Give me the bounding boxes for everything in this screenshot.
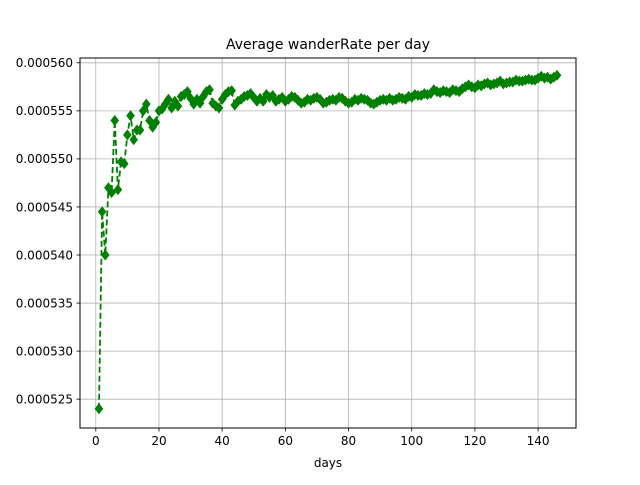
data-point	[123, 129, 132, 141]
data-point	[119, 158, 129, 170]
y-tick-label: 0.000550	[16, 152, 73, 166]
y-tick-label: 0.000555	[16, 104, 73, 118]
x-axis-label: days	[314, 456, 342, 470]
axis-ticks: 0 20 40 60 80 100 120 140 0.000525 0.000530 0.0005…	[16, 56, 550, 448]
data-point	[97, 206, 107, 218]
x-tick-label: 120	[463, 434, 486, 448]
x-tick-label: 20	[151, 434, 166, 448]
data-point	[110, 114, 120, 127]
data-point	[151, 116, 161, 128]
y-tick-label: 0.000560	[16, 56, 73, 70]
plot-frame	[79, 57, 577, 429]
data-point	[107, 186, 116, 199]
data-point	[164, 93, 173, 105]
data-point	[113, 184, 123, 196]
x-tick-label: 140	[527, 434, 550, 448]
x-tick-label: 40	[215, 434, 230, 448]
y-tick-label: 0.000525	[16, 392, 73, 406]
y-tick-label: 0.000530	[16, 344, 73, 358]
x-tick-label: 60	[278, 434, 293, 448]
grid	[80, 58, 576, 428]
plot-area	[94, 69, 562, 415]
data-point	[214, 102, 224, 114]
y-tick-label: 0.000535	[16, 296, 73, 310]
x-tick-label: 100	[400, 434, 423, 448]
data-point	[205, 84, 214, 96]
data-point	[173, 100, 183, 112]
y-tick-label: 0.000545	[16, 200, 73, 214]
y-tick-label: 0.000540	[16, 248, 73, 262]
x-tick-label: 0	[92, 434, 100, 448]
data-point	[135, 124, 145, 136]
data-point	[94, 403, 104, 415]
data-point	[129, 134, 139, 146]
data-point	[141, 98, 151, 110]
data-point	[126, 110, 135, 122]
data-point	[552, 69, 562, 81]
data-point	[227, 85, 237, 97]
data-point	[100, 249, 110, 261]
x-tick-label: 80	[341, 434, 356, 448]
chart-title: Average wanderRate per day	[226, 37, 430, 53]
